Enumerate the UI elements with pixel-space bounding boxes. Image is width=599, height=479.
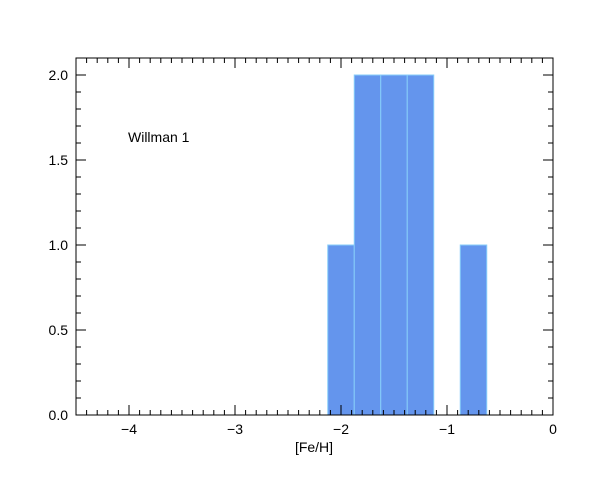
histogram-bar (380, 74, 408, 416)
x-tick-label: −3 (227, 421, 243, 437)
ticks-layer (75, 57, 554, 416)
x-tick-label: −2 (333, 421, 349, 437)
y-tick-label: 1.5 (49, 152, 69, 168)
y-tick-label: 0.0 (49, 407, 69, 423)
y-tick-label: 2.0 (49, 67, 69, 83)
y-tick-label: 1.0 (49, 237, 69, 253)
plot-frame (75, 57, 554, 416)
x-axis-label: [Fe/H] (295, 439, 333, 455)
chart-annotation: Willman 1 (128, 129, 190, 145)
labels-layer: −4 −3 −2 −1 0 0.0 0.5 1.0 1.5 2.0 (49, 67, 558, 437)
histogram-bar (353, 74, 382, 416)
x-tick-label: −1 (439, 421, 455, 437)
histogram-bar (406, 74, 435, 416)
x-tick-label: −4 (121, 421, 137, 437)
bars-layer (327, 74, 488, 416)
y-tick-label: 0.5 (49, 322, 69, 338)
histogram-bar (459, 244, 488, 416)
x-tick-label: 0 (549, 421, 557, 437)
histogram-bar (327, 244, 355, 416)
